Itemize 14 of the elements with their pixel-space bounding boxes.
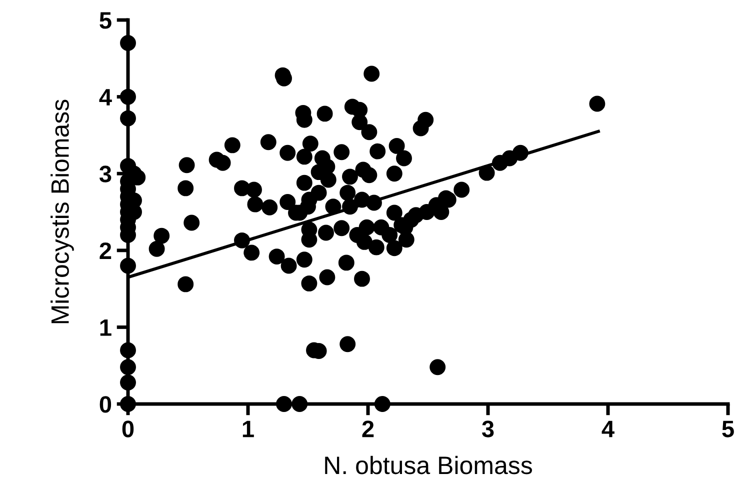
y-tick-label: 3 bbox=[99, 166, 112, 182]
y-axis-title: Microcystis Biomass bbox=[50, 100, 74, 324]
y-tick-label: 2 bbox=[100, 242, 112, 259]
x-axis-title: N. obtusa Biomass bbox=[325, 456, 532, 474]
x-tick-label: 3 bbox=[482, 420, 494, 438]
x-tick-label: 0 bbox=[122, 420, 134, 438]
y-tick-label: 1 bbox=[100, 320, 112, 336]
y-tick-label: 5 bbox=[100, 12, 112, 29]
x-tick-label: 5 bbox=[722, 420, 734, 438]
x-tick-label: 2 bbox=[362, 420, 374, 438]
y-tick-label: 0 bbox=[100, 396, 112, 413]
y-tick-label: 4 bbox=[99, 89, 112, 106]
x-tick-label: 4 bbox=[602, 420, 614, 438]
x-tick-label: 1 bbox=[242, 420, 254, 438]
